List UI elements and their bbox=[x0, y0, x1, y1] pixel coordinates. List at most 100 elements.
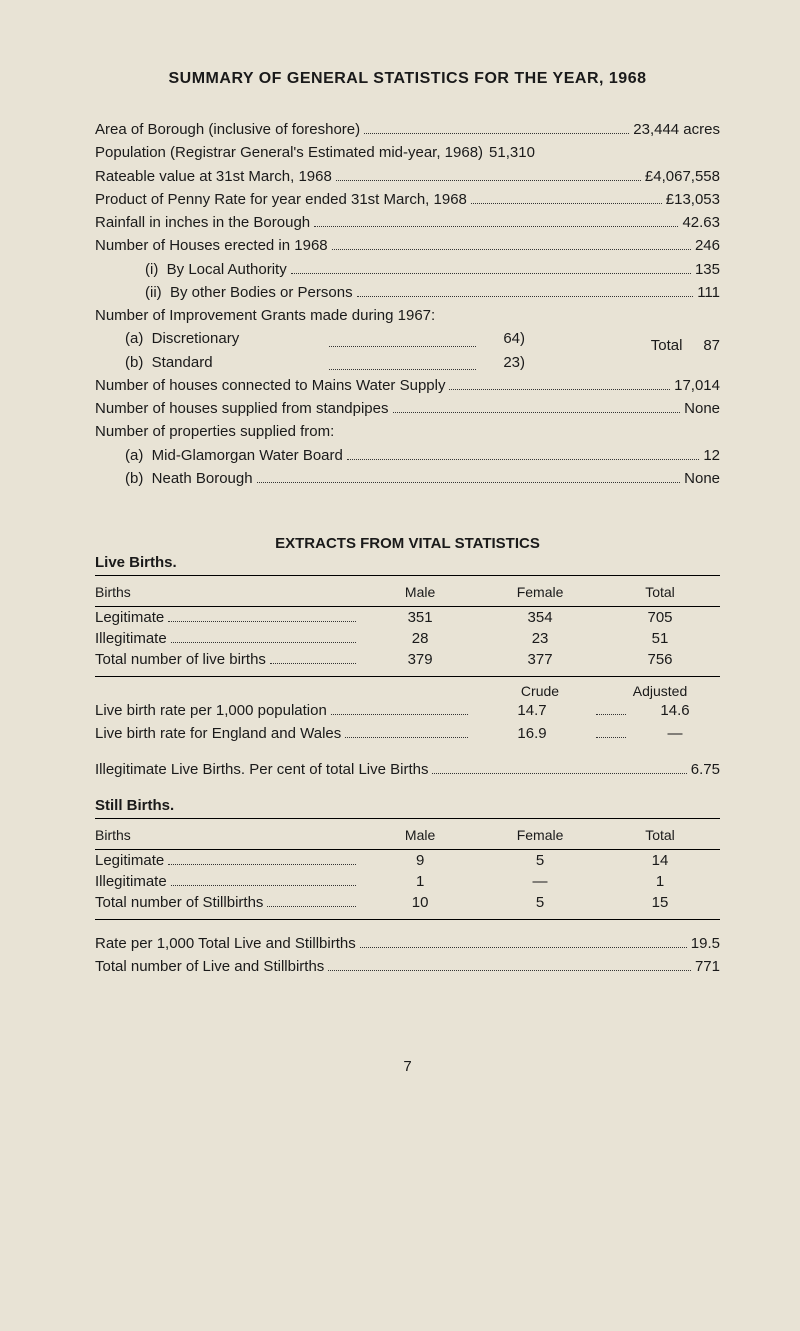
leader-dots bbox=[168, 621, 356, 622]
stat-props-a: (a) Mid-Glamorgan Water Board 12 bbox=[95, 444, 720, 467]
stat-rainfall: Rainfall in inches in the Borough 42.63 bbox=[95, 211, 720, 234]
leader-dots bbox=[347, 459, 699, 460]
stat-grants-head: Number of Improvement Grants made during… bbox=[95, 304, 720, 327]
stat-value: 23,444 acres bbox=[633, 118, 720, 141]
cell-total: 51 bbox=[600, 628, 720, 649]
extracts-title: EXTRACTS FROM VITAL STATISTICS bbox=[95, 535, 720, 552]
col-header: Births bbox=[95, 823, 360, 850]
stat-pennyrate: Product of Penny Rate for year ended 31s… bbox=[95, 188, 720, 211]
cell-total: 15 bbox=[600, 892, 720, 913]
stat-label: Rainfall in inches in the Borough bbox=[95, 211, 310, 234]
stat-label: (a) Mid-Glamorgan Water Board bbox=[125, 444, 343, 467]
leader-dots bbox=[314, 226, 678, 227]
stat-value: 17,014 bbox=[674, 374, 720, 397]
rule bbox=[95, 676, 720, 677]
crude-row-2: Live birth rate for England and Wales 16… bbox=[95, 722, 720, 745]
cell-female: 5 bbox=[480, 849, 600, 871]
col-header: Female bbox=[480, 823, 600, 850]
stat-label: Rate per 1,000 Total Live and Stillbirth… bbox=[95, 932, 356, 955]
stat-value: £13,053 bbox=[666, 188, 720, 211]
leader-dots bbox=[471, 203, 662, 204]
row-label: Live birth rate per 1,000 population bbox=[95, 699, 327, 722]
stat-label: (i) By Local Authority bbox=[145, 258, 287, 281]
stat-value: 64 bbox=[480, 327, 520, 350]
leader-dots bbox=[360, 947, 687, 948]
stat-label: Area of Borough (inclusive of foreshore) bbox=[95, 118, 360, 141]
cell-adjusted: — bbox=[630, 722, 720, 745]
cell-crude: 16.9 bbox=[472, 722, 592, 745]
leader-dots bbox=[364, 133, 629, 134]
stat-label: Population (Registrar General's Estimate… bbox=[95, 141, 483, 164]
page-title: SUMMARY OF GENERAL STATISTICS FOR THE YE… bbox=[95, 70, 720, 88]
stat-label: (b) Standard bbox=[95, 351, 325, 374]
col-header: Male bbox=[360, 823, 480, 850]
leader-dots bbox=[328, 970, 691, 971]
rule bbox=[95, 919, 720, 920]
stat-value: 19.5 bbox=[691, 932, 720, 955]
table-row: Legitimate 351 354 705 bbox=[95, 607, 720, 629]
stat-population: Population (Registrar General's Estimate… bbox=[95, 141, 720, 164]
table-row: Illegitimate 1 — 1 bbox=[95, 871, 720, 892]
col-header: Births bbox=[95, 580, 360, 607]
leader-dots bbox=[393, 412, 681, 413]
col-header: Total bbox=[600, 823, 720, 850]
cell-adjusted: 14.6 bbox=[630, 699, 720, 722]
live-births-table: Births Male Female Total Legitimate 351 … bbox=[95, 580, 720, 670]
row-label: Total number of Stillbirths bbox=[95, 894, 263, 911]
cell-male: 379 bbox=[360, 649, 480, 670]
stat-props-b: (b) Neath Borough None bbox=[95, 467, 720, 490]
leader-dots bbox=[270, 663, 356, 664]
grants-total: Total 87 bbox=[651, 337, 720, 354]
total-live-still-line: Total number of Live and Stillbirths 771 bbox=[95, 955, 720, 978]
stat-label: Number of houses connected to Mains Wate… bbox=[95, 374, 445, 397]
col-header: Female bbox=[480, 580, 600, 607]
illeg-pct-line: Illegitimate Live Births. Per cent of to… bbox=[95, 758, 720, 781]
row-label: Legitimate bbox=[95, 852, 164, 869]
grants-block: (a) Discretionary 64 ) (b) Standard 23 )… bbox=[95, 327, 720, 374]
still-births-table: Births Male Female Total Legitimate 9 5 … bbox=[95, 823, 720, 913]
stat-mains: Number of houses connected to Mains Wate… bbox=[95, 374, 720, 397]
stat-props-head: Number of properties supplied from: bbox=[95, 420, 720, 443]
stat-value: 12 bbox=[703, 444, 720, 467]
col-header: Total bbox=[600, 580, 720, 607]
leader-dots bbox=[357, 296, 694, 297]
crude-headers: Crude Adjusted bbox=[95, 683, 720, 699]
stat-value: 111 bbox=[697, 281, 720, 304]
table-row: Legitimate 9 5 14 bbox=[95, 849, 720, 871]
stat-houses-ii: (ii) By other Bodies or Persons 111 bbox=[95, 281, 720, 304]
table-row: Total number of Stillbirths 10 5 15 bbox=[95, 892, 720, 913]
leader-dots bbox=[596, 737, 626, 738]
row-label: Illegitimate bbox=[95, 630, 167, 647]
row-label: Legitimate bbox=[95, 609, 164, 626]
table-row: Illegitimate 28 23 51 bbox=[95, 628, 720, 649]
cell-male: 351 bbox=[360, 607, 480, 629]
stat-label: (ii) By other Bodies or Persons bbox=[145, 281, 353, 304]
still-births-heading: Still Births. bbox=[95, 797, 720, 814]
cell-total: 1 bbox=[600, 871, 720, 892]
leader-dots bbox=[336, 180, 641, 181]
document-page: SUMMARY OF GENERAL STATISTICS FOR THE YE… bbox=[0, 0, 800, 1115]
cell-total: 705 bbox=[600, 607, 720, 629]
page-number: 7 bbox=[95, 1058, 720, 1075]
cell-male: 1 bbox=[360, 871, 480, 892]
leader-dots bbox=[267, 906, 356, 907]
leader-dots bbox=[168, 864, 356, 865]
stat-value: None bbox=[684, 467, 720, 490]
stat-houses-i: (i) By Local Authority 135 bbox=[95, 258, 720, 281]
leader-dots bbox=[329, 327, 476, 346]
table-row: Total number of live births 379 377 756 bbox=[95, 649, 720, 670]
grants-total-label: Total bbox=[651, 337, 683, 354]
bracket: ) bbox=[520, 327, 540, 350]
stat-houses: Number of Houses erected in 1968 246 bbox=[95, 234, 720, 257]
leader-dots bbox=[596, 714, 626, 715]
stat-standpipes: Number of houses supplied from standpipe… bbox=[95, 397, 720, 420]
stat-value: 135 bbox=[695, 258, 720, 281]
cell-male: 28 bbox=[360, 628, 480, 649]
live-births-heading: Live Births. bbox=[95, 554, 720, 571]
stat-value: None bbox=[684, 397, 720, 420]
stat-area: Area of Borough (inclusive of foreshore)… bbox=[95, 118, 720, 141]
crude-row-1: Live birth rate per 1,000 population 14.… bbox=[95, 699, 720, 722]
row-label: Illegitimate bbox=[95, 873, 167, 890]
stat-value: 51,310 bbox=[489, 141, 535, 164]
leader-dots bbox=[291, 273, 691, 274]
